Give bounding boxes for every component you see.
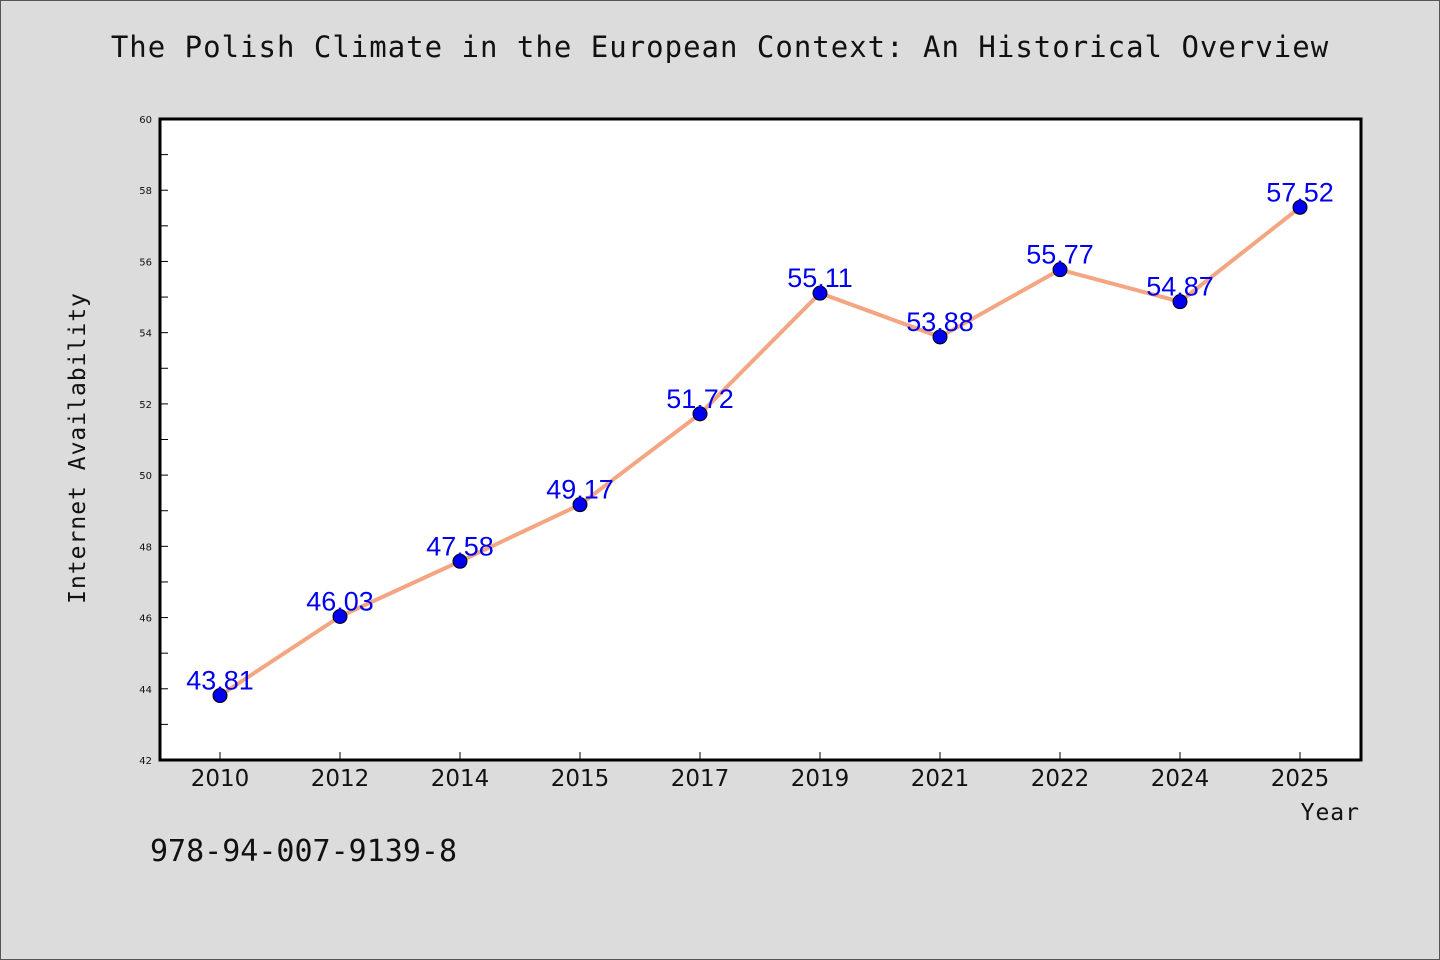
x-tick-label: 2022 (1031, 766, 1090, 792)
data-point (692, 406, 708, 422)
chart-title: The Polish Climate in the European Conte… (110, 30, 1330, 64)
y-tick-label: 50 (139, 471, 152, 482)
data-label: 55.11 (787, 263, 853, 293)
y-tick-label: 46 (139, 614, 152, 625)
data-point (452, 553, 468, 569)
series-line (218, 205, 1302, 698)
data-point (1052, 262, 1068, 278)
y-tick-label: 56 (139, 257, 152, 268)
series-line-group: 43.81 46.03 47.58 49.17 51.72 55.11 53.88 55.77… (186, 177, 1334, 704)
x-tick-label: 2017 (671, 766, 730, 792)
data-label: 46.03 (306, 586, 374, 616)
data-point (572, 497, 588, 513)
y-tick-label: 54 (139, 329, 152, 340)
x-axis-ticks: 2010 2012 2014 2015 2017 2019 2021 2022 2024 2025 (191, 752, 1330, 792)
plot-area (160, 119, 1361, 760)
y-tick-label: 52 (139, 400, 152, 411)
data-label: 57.52 (1266, 177, 1334, 207)
data-label: 53.88 (906, 307, 974, 337)
plot-border (158, 117, 1363, 762)
data-label: 55.77 (1026, 240, 1094, 270)
data-point (1172, 294, 1188, 310)
data-point (212, 688, 228, 704)
y-tick-label: 48 (139, 542, 152, 553)
x-tick-label: 2021 (911, 766, 970, 792)
x-axis-label: Year (1301, 800, 1360, 826)
x-tick-label: 2010 (191, 766, 250, 792)
data-point (332, 608, 348, 624)
x-tick-label: 2024 (1151, 766, 1210, 792)
isbn-text: 978-94-007-9139-8 (150, 834, 458, 869)
y-axis-label: Internet Availability (65, 292, 91, 604)
x-tick-label: 2014 (431, 766, 490, 792)
y-tick-label: 42 (139, 756, 152, 767)
data-label: 51.72 (666, 384, 734, 414)
data-label: 47.58 (426, 531, 494, 561)
y-tick-label: 60 (139, 115, 152, 126)
data-point (1292, 199, 1308, 215)
data-label: 54.87 (1146, 272, 1214, 302)
data-point (932, 329, 948, 345)
y-tick-label: 44 (139, 685, 152, 696)
y-tick-label: 58 (139, 186, 152, 197)
data-label: 49.17 (546, 475, 614, 505)
data-point (812, 285, 828, 301)
data-label: 43.81 (186, 666, 254, 696)
x-tick-label: 2012 (311, 766, 370, 792)
x-tick-label: 2019 (791, 766, 850, 792)
x-tick-label: 2015 (551, 766, 610, 792)
x-tick-label: 2025 (1271, 766, 1330, 792)
